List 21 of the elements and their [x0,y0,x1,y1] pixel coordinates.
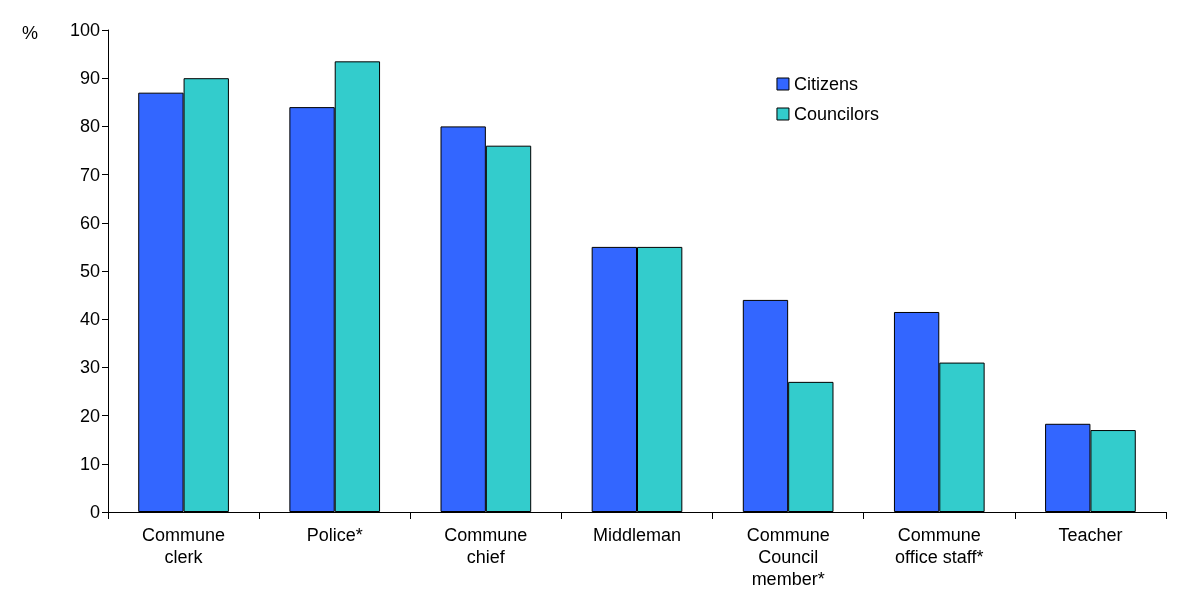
y-tick-label: 20 [79,405,100,426]
legend-label: Councilors [793,104,880,124]
y-tick-label: 100 [69,20,100,40]
x-tick-label: Police* [306,525,363,545]
x-tick-label: Commune clerk [142,525,226,567]
y-tick-label: 90 [79,68,100,89]
y-tick-label: 70 [79,164,100,185]
x-tick-label: Commune chief [444,525,528,567]
y-tick-label: 40 [79,309,100,330]
y-tick-label: 80 [79,116,100,137]
x-tick-label: Middleman [592,525,682,545]
y-tick-label: 50 [79,261,100,281]
x-tick-label: Commune office staff* [895,525,984,567]
x-tick-label: Commune Council member* [746,525,830,589]
y-tick-label: 30 [79,357,100,378]
y-tick-label: 60 [79,212,100,233]
legend-label: Citizens [793,74,858,94]
y-tick-label: 10 [79,453,100,474]
y-tick-label: 0 [89,502,100,522]
y-axis-title: % [21,23,38,43]
x-tick-label: Teacher [1058,525,1123,545]
